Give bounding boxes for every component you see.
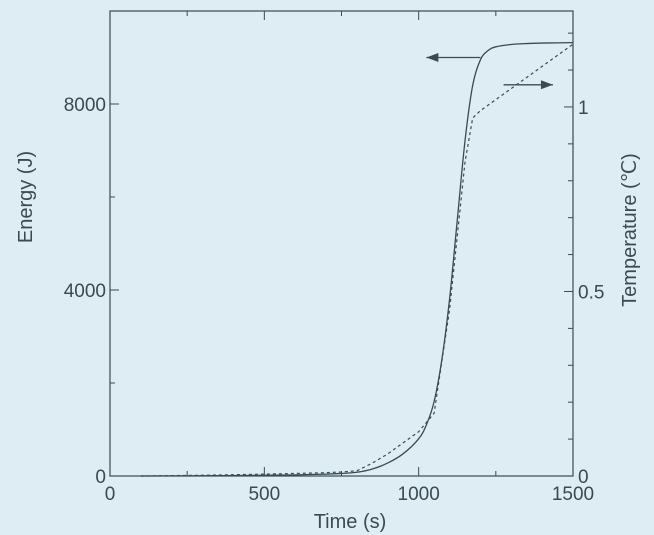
y-left-tick-label: 8000 — [64, 95, 106, 116]
series-layer — [140, 41, 574, 477]
temperature-arrow-head — [540, 80, 553, 90]
x-tick-label: 500 — [248, 484, 280, 505]
y-left-tick-label: 4000 — [64, 281, 106, 302]
x-tick-label: 0 — [105, 484, 116, 505]
y-axis-left-title: Energy (J) — [15, 151, 37, 243]
y-right-tick-label: 0 — [578, 467, 589, 488]
axis-ticks — [109, 10, 574, 477]
y-axis-right-title: Temperature (℃) — [619, 153, 641, 307]
y-left-tick-label: 0 — [95, 467, 106, 488]
y-right-tick-label: 1 — [578, 98, 589, 119]
x-axis-title: Time (s) — [314, 511, 387, 533]
x-tick-label: 1000 — [398, 484, 440, 505]
annotation-arrows — [426, 53, 553, 90]
x-tick-label: 1500 — [552, 484, 594, 505]
energy-arrow-head — [426, 53, 439, 62]
temperature-series-line — [140, 43, 574, 477]
y-right-tick-label: 0.5 — [578, 282, 604, 303]
